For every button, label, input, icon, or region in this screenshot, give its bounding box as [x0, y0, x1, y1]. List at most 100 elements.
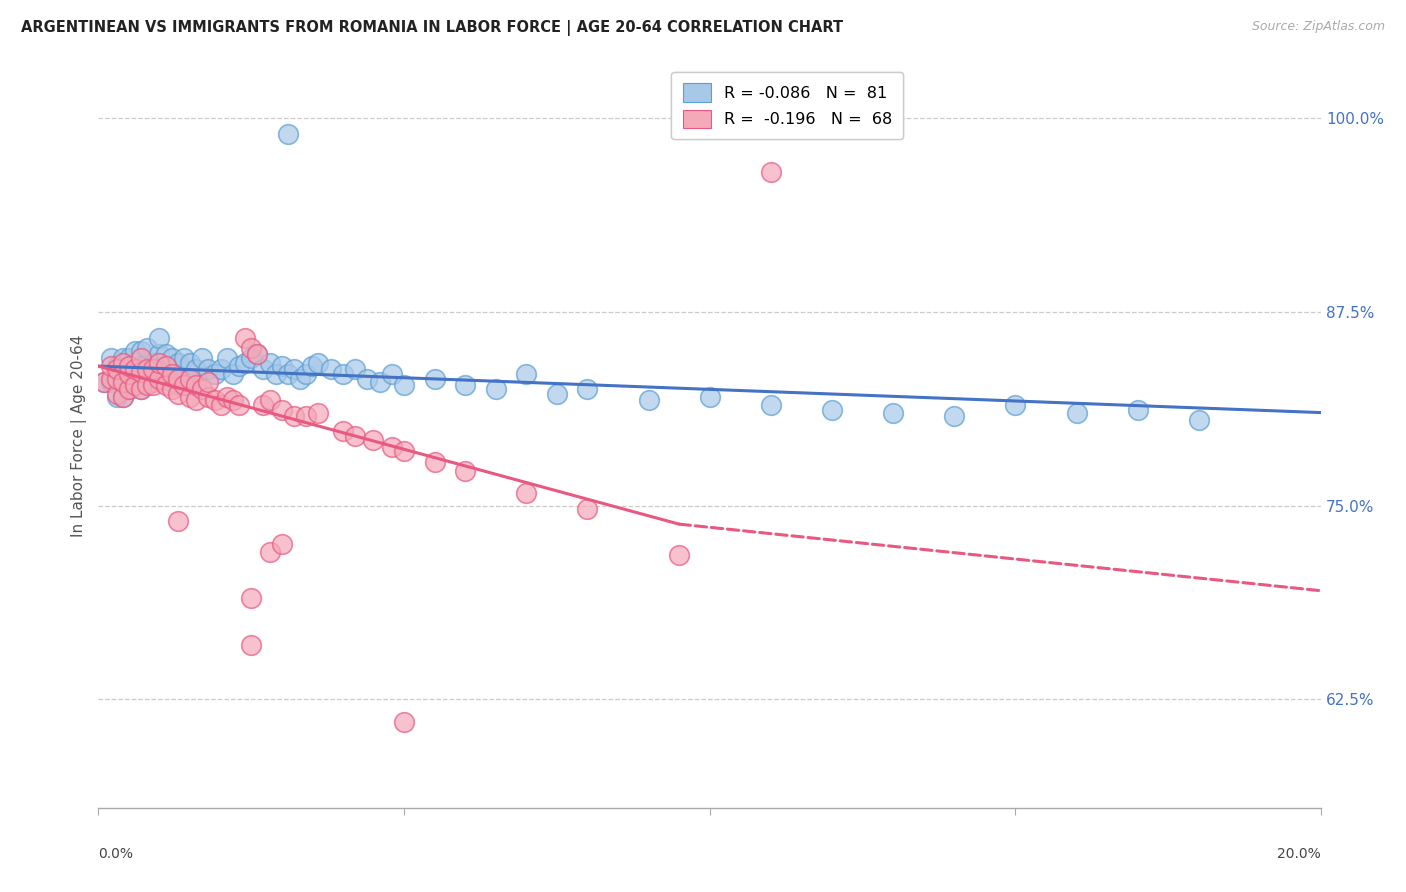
Point — [118, 383, 141, 397]
Point — [173, 371, 195, 385]
Point — [485, 383, 508, 397]
Point — [821, 402, 844, 417]
Point — [277, 367, 299, 381]
Point — [124, 375, 146, 389]
Point — [93, 375, 115, 389]
Point — [240, 351, 263, 366]
Point — [136, 362, 159, 376]
Point — [332, 424, 354, 438]
Point — [118, 367, 141, 381]
Point — [270, 402, 292, 417]
Point — [160, 383, 183, 397]
Point — [160, 367, 183, 381]
Point — [943, 409, 966, 423]
Point — [105, 387, 128, 401]
Point — [454, 377, 477, 392]
Point — [546, 387, 568, 401]
Point — [105, 390, 128, 404]
Point — [166, 356, 188, 370]
Legend: R = -0.086   N =  81, R =  -0.196   N =  68: R = -0.086 N = 81, R = -0.196 N = 68 — [671, 72, 904, 139]
Point — [1126, 402, 1149, 417]
Point — [179, 356, 201, 370]
Point — [148, 371, 170, 385]
Point — [668, 548, 690, 562]
Point — [515, 486, 537, 500]
Point — [186, 362, 208, 376]
Point — [209, 398, 232, 412]
Point — [363, 434, 385, 448]
Text: ARGENTINEAN VS IMMIGRANTS FROM ROMANIA IN LABOR FORCE | AGE 20-64 CORRELATION CH: ARGENTINEAN VS IMMIGRANTS FROM ROMANIA I… — [21, 20, 844, 36]
Point — [392, 377, 415, 392]
Point — [392, 444, 415, 458]
Point — [111, 375, 134, 389]
Point — [246, 347, 269, 361]
Point — [136, 371, 159, 385]
Point — [381, 367, 404, 381]
Point — [93, 375, 115, 389]
Point — [148, 347, 170, 361]
Point — [129, 383, 152, 397]
Point — [1188, 413, 1211, 427]
Point — [124, 362, 146, 376]
Point — [240, 591, 263, 606]
Point — [368, 375, 391, 389]
Point — [142, 377, 165, 392]
Point — [129, 383, 152, 397]
Point — [191, 351, 214, 366]
Point — [124, 377, 146, 392]
Point — [215, 351, 238, 366]
Text: 20.0%: 20.0% — [1278, 847, 1322, 861]
Y-axis label: In Labor Force | Age 20-64: In Labor Force | Age 20-64 — [72, 334, 87, 537]
Point — [155, 377, 177, 392]
Point — [111, 367, 134, 381]
Point — [118, 362, 141, 376]
Point — [111, 390, 134, 404]
Point — [173, 377, 195, 392]
Point — [307, 356, 329, 370]
Point — [142, 356, 165, 370]
Point — [240, 638, 263, 652]
Point — [381, 440, 404, 454]
Point — [295, 409, 318, 423]
Point — [111, 356, 134, 370]
Text: 0.0%: 0.0% — [98, 847, 134, 861]
Point — [283, 362, 305, 376]
Point — [344, 429, 367, 443]
Point — [319, 362, 342, 376]
Point — [699, 390, 721, 404]
Point — [222, 367, 245, 381]
Point — [186, 377, 208, 392]
Point — [222, 393, 245, 408]
Point — [148, 356, 170, 370]
Point — [100, 371, 122, 385]
Point — [179, 371, 201, 385]
Point — [423, 371, 446, 385]
Text: Source: ZipAtlas.com: Source: ZipAtlas.com — [1251, 20, 1385, 33]
Point — [576, 501, 599, 516]
Point — [136, 341, 159, 355]
Point — [264, 367, 287, 381]
Point — [129, 359, 152, 373]
Point — [423, 455, 446, 469]
Point — [233, 331, 256, 345]
Point — [246, 347, 269, 361]
Point — [173, 351, 195, 366]
Point — [356, 371, 378, 385]
Point — [111, 390, 134, 404]
Point — [142, 362, 165, 376]
Point — [136, 377, 159, 392]
Point — [186, 393, 208, 408]
Point — [344, 362, 367, 376]
Point — [288, 371, 311, 385]
Point — [105, 362, 128, 376]
Point — [283, 409, 305, 423]
Point — [215, 390, 238, 404]
Point — [252, 398, 274, 412]
Point — [1004, 398, 1026, 412]
Point — [166, 377, 188, 392]
Point — [259, 356, 281, 370]
Point — [100, 375, 122, 389]
Point — [637, 393, 659, 408]
Point — [179, 390, 201, 404]
Point — [454, 465, 477, 479]
